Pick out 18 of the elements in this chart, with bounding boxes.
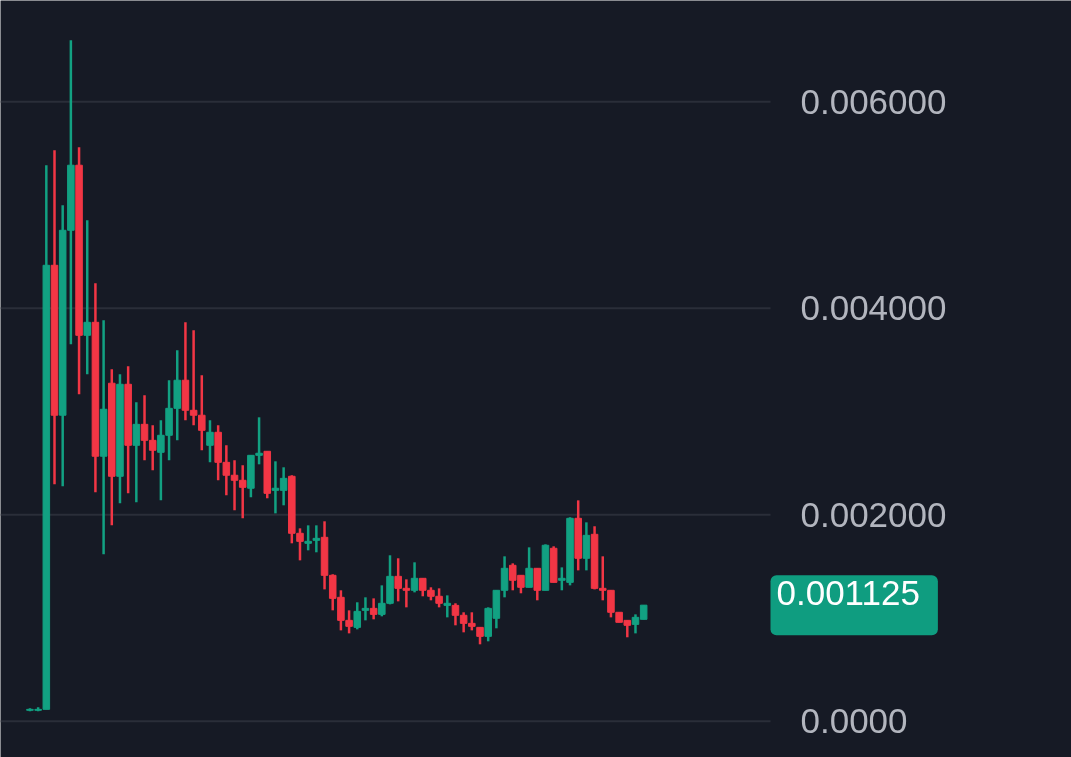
y-tick-label: 0.004000	[800, 288, 947, 328]
candlestick	[206, 419, 214, 464]
y-tick-label: 0.006000	[800, 81, 947, 121]
candlestick	[369, 597, 378, 621]
candlestick	[533, 567, 542, 602]
y-tick-label: 0.0000	[800, 701, 908, 741]
y-tick-label: 0.002000	[800, 494, 947, 534]
candlestick	[443, 594, 452, 619]
candlestick	[304, 524, 312, 552]
candlestick	[525, 546, 533, 589]
candlestick	[83, 219, 92, 376]
candlestick	[582, 521, 591, 572]
candlestick	[410, 561, 419, 594]
candlestick	[361, 596, 370, 622]
candlestick	[353, 601, 362, 631]
text: 0.001125	[776, 573, 920, 613]
candlestick	[132, 400, 141, 504]
candlestick	[312, 524, 321, 554]
